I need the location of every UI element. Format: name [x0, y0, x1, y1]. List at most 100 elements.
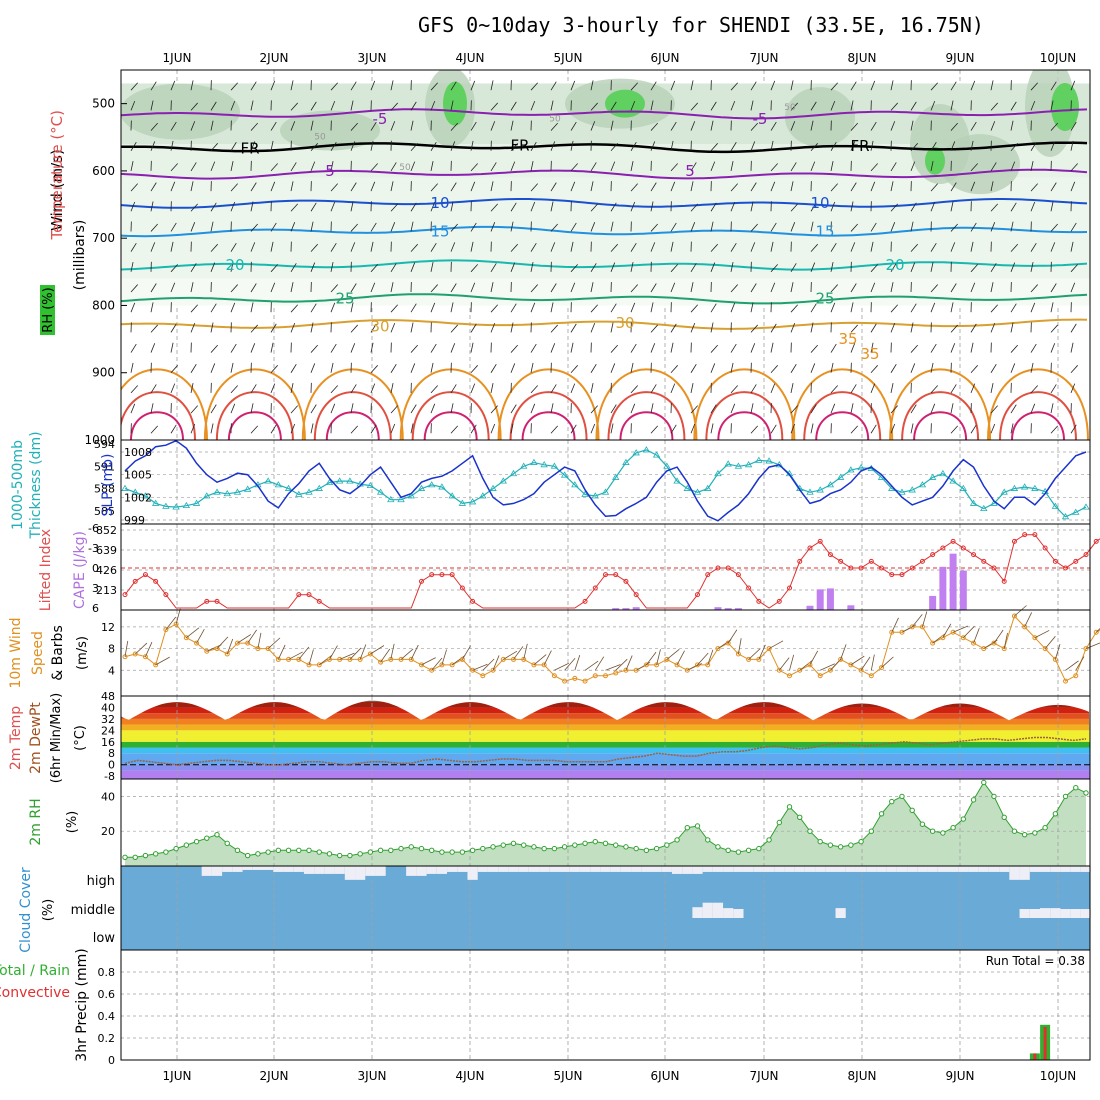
wind-barb — [270, 163, 278, 172]
wind-speed-marker — [408, 656, 414, 662]
wind-speed-marker — [684, 667, 690, 673]
wind-barb — [470, 163, 478, 172]
wind-barb — [350, 403, 354, 414]
wind-barb — [950, 141, 956, 151]
rh-marker — [684, 825, 690, 831]
high-cloud-bar — [835, 866, 846, 872]
wind-barb — [290, 304, 298, 313]
lifted-index-line — [124, 534, 1100, 609]
temp-bands — [121, 700, 1090, 779]
wind-barb — [970, 121, 977, 131]
rh-marker — [1062, 793, 1069, 800]
wind-barb — [690, 322, 696, 333]
wind-barb — [930, 362, 934, 373]
wind-barb — [750, 324, 758, 333]
cape-bar — [826, 588, 834, 610]
thickness-marker — [806, 488, 814, 495]
wind-barb — [290, 222, 296, 232]
wind-barb — [1030, 142, 1037, 151]
lifted-index-marker — [603, 572, 608, 578]
rh-marker — [418, 845, 425, 852]
wind-barb — [750, 384, 757, 394]
wind-barb-10m — [370, 645, 385, 655]
lifted-index-marker — [981, 558, 987, 564]
wind-barb — [830, 362, 834, 373]
thickness-marker — [520, 462, 528, 469]
boundary-layer-contour — [791, 368, 894, 440]
wind-barb — [790, 181, 794, 192]
wind-barb — [870, 140, 874, 151]
temp-color-band — [121, 724, 1090, 731]
wind-barb-10m — [891, 617, 899, 633]
wind-speed-marker — [562, 678, 568, 684]
wind-barb — [550, 182, 557, 192]
lifted-index-marker — [950, 538, 956, 544]
wind-barb — [850, 384, 857, 394]
wind-barb-10m — [288, 651, 303, 660]
wind-speed-marker — [705, 662, 711, 668]
high-cloud-bar — [1009, 866, 1020, 880]
wind-barb — [690, 405, 698, 414]
ylabel-cloud-cover: Cloud Cover — [18, 867, 34, 953]
lifted-index-marker — [797, 558, 803, 564]
wind-barb — [150, 122, 158, 131]
wind-barb — [590, 282, 594, 293]
thickness-marker — [612, 473, 620, 480]
middle-cloud-bar — [1019, 909, 1030, 918]
wind-barb — [690, 282, 694, 293]
wind-barb — [890, 423, 896, 434]
wind-barb — [270, 424, 277, 434]
wind-barb — [570, 241, 574, 252]
wind-barb — [470, 241, 474, 252]
wind-barb — [1070, 424, 1077, 434]
wind-barb — [370, 323, 377, 333]
wind-barb-10m — [431, 657, 443, 671]
thickness-marker — [468, 498, 477, 505]
wind-barb — [810, 202, 817, 212]
wind-speed-marker — [224, 651, 230, 657]
wind-barb — [870, 424, 877, 434]
wind-barb — [210, 303, 217, 313]
wind-barb — [270, 121, 277, 131]
lifted-index-marker — [296, 592, 302, 598]
wind-barb — [170, 383, 176, 394]
wind-barb — [130, 183, 138, 192]
wind-barb — [850, 302, 854, 313]
contour-label: 15 — [815, 222, 834, 240]
thickness-marker — [407, 492, 415, 499]
rh-marker — [725, 847, 731, 854]
wind-barb — [910, 322, 914, 333]
wind-barb — [670, 241, 674, 252]
wind-barb — [550, 403, 554, 414]
wind-barb — [850, 403, 854, 414]
lifted-index-marker — [735, 572, 741, 578]
wind-barb-10m — [564, 657, 576, 671]
wind-barb — [170, 163, 178, 172]
wind-barb — [790, 364, 797, 373]
wind-barb — [390, 322, 396, 333]
wind-barb — [370, 181, 376, 192]
lifted-index-marker — [807, 545, 813, 551]
middle-cloud-bar — [733, 909, 744, 918]
boundary-layer-contour — [999, 391, 1077, 440]
ylabel-thickness2: Thickness (dm) — [28, 431, 44, 539]
wind-barb — [590, 383, 594, 393]
wind-barb — [930, 284, 938, 293]
high-cloud-bar — [845, 866, 856, 872]
wind-barb — [790, 383, 794, 393]
wind-barb — [1070, 163, 1078, 172]
high-cloud-bar — [743, 866, 754, 872]
high-cloud-bar — [774, 866, 785, 872]
high-cloud-bar — [610, 866, 621, 872]
wind-barb-10m — [237, 634, 252, 644]
thickness-marker — [1061, 513, 1070, 520]
wind-barb — [570, 383, 576, 394]
high-cloud-bar — [293, 866, 304, 872]
rh-shading-high — [925, 146, 945, 175]
wind-barb — [250, 384, 257, 394]
wind-barb-10m — [1075, 656, 1085, 671]
middle-cloud-bar — [1039, 908, 1051, 918]
wind-barb — [390, 102, 398, 111]
wind-barb — [490, 162, 497, 172]
thickness-marker — [724, 460, 732, 467]
